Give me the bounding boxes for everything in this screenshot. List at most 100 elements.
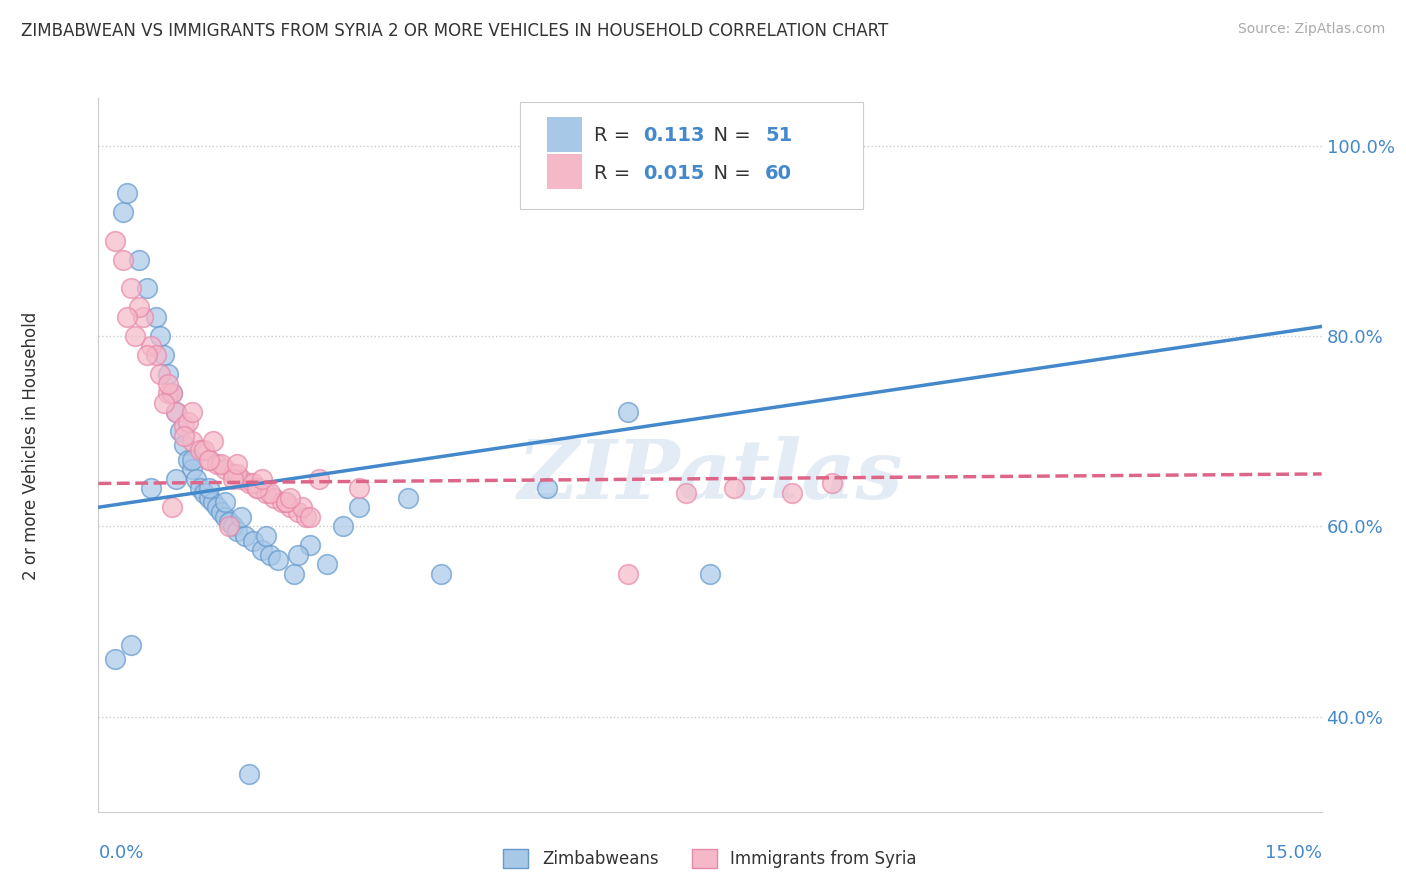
Text: R =: R = [593, 127, 637, 145]
Point [536, 481, 558, 495]
Point [723, 481, 745, 495]
Point [617, 405, 640, 419]
Text: ZIPatlas: ZIPatlas [517, 436, 903, 516]
Point [222, 519, 245, 533]
Point [181, 452, 204, 467]
Point [209, 505, 232, 519]
Point [218, 515, 240, 529]
Point [193, 443, 215, 458]
Point [160, 386, 183, 401]
Point [231, 509, 253, 524]
Legend: Zimbabweans, Immigrants from Syria: Zimbabweans, Immigrants from Syria [496, 842, 924, 875]
Point [396, 491, 419, 505]
Point [115, 186, 138, 201]
Point [250, 472, 273, 486]
Point [254, 486, 277, 500]
Point [254, 529, 277, 543]
Point [201, 495, 224, 509]
Point [315, 558, 337, 572]
FancyBboxPatch shape [520, 102, 863, 209]
Point [274, 495, 297, 509]
Point [267, 552, 290, 566]
Point [197, 452, 219, 467]
Point [145, 348, 167, 362]
Point [141, 481, 163, 495]
Text: 60: 60 [765, 163, 792, 183]
Point [120, 281, 142, 295]
Text: 0.015: 0.015 [643, 163, 704, 183]
Point [145, 310, 167, 324]
Point [780, 486, 803, 500]
Point [165, 405, 187, 419]
Text: 15.0%: 15.0% [1264, 844, 1322, 862]
Point [104, 234, 127, 248]
Text: ZIMBABWEAN VS IMMIGRANTS FROM SYRIA 2 OR MORE VEHICLES IN HOUSEHOLD CORRELATION : ZIMBABWEAN VS IMMIGRANTS FROM SYRIA 2 OR… [21, 22, 889, 40]
Point [128, 252, 150, 267]
Point [169, 424, 191, 438]
FancyBboxPatch shape [547, 118, 582, 152]
Point [263, 491, 285, 505]
Point [128, 301, 150, 315]
Point [349, 500, 371, 515]
Point [181, 405, 204, 419]
Point [821, 476, 844, 491]
Point [209, 458, 232, 472]
Point [259, 486, 281, 500]
Point [287, 505, 309, 519]
Point [214, 462, 236, 476]
Point [188, 481, 212, 495]
Text: Source: ZipAtlas.com: Source: ZipAtlas.com [1237, 22, 1385, 37]
Point [299, 509, 322, 524]
Point [104, 652, 127, 666]
Point [617, 566, 640, 581]
Text: 0.113: 0.113 [643, 127, 704, 145]
Point [233, 529, 256, 543]
Point [205, 458, 228, 472]
Point [291, 500, 314, 515]
Point [165, 405, 187, 419]
Point [250, 543, 273, 558]
Point [173, 419, 195, 434]
Point [222, 467, 245, 481]
Point [132, 310, 155, 324]
Point [218, 519, 240, 533]
Point [120, 638, 142, 652]
Point [165, 472, 187, 486]
Point [205, 500, 228, 515]
Point [156, 367, 179, 381]
Point [197, 491, 219, 505]
Text: R =: R = [593, 163, 637, 183]
Point [349, 481, 371, 495]
Point [226, 524, 249, 538]
Point [181, 434, 204, 448]
Point [246, 481, 269, 495]
Point [246, 481, 269, 495]
Point [124, 329, 146, 343]
Point [111, 205, 134, 219]
Point [136, 281, 159, 295]
Point [149, 329, 172, 343]
Point [152, 395, 174, 409]
Point [295, 509, 318, 524]
Point [226, 458, 249, 472]
Point [231, 472, 253, 486]
Point [141, 338, 163, 352]
Point [242, 476, 264, 491]
Point [242, 533, 264, 548]
FancyBboxPatch shape [547, 154, 582, 189]
Point [270, 495, 294, 509]
Point [186, 472, 208, 486]
Point [197, 481, 219, 495]
Point [173, 429, 195, 443]
Text: 51: 51 [765, 127, 793, 145]
Point [283, 566, 305, 581]
Point [308, 472, 330, 486]
Point [160, 386, 183, 401]
Point [156, 376, 179, 391]
Point [274, 495, 297, 509]
Point [214, 509, 236, 524]
Point [222, 472, 245, 486]
Point [287, 548, 309, 562]
Point [332, 519, 354, 533]
Point [299, 538, 322, 552]
